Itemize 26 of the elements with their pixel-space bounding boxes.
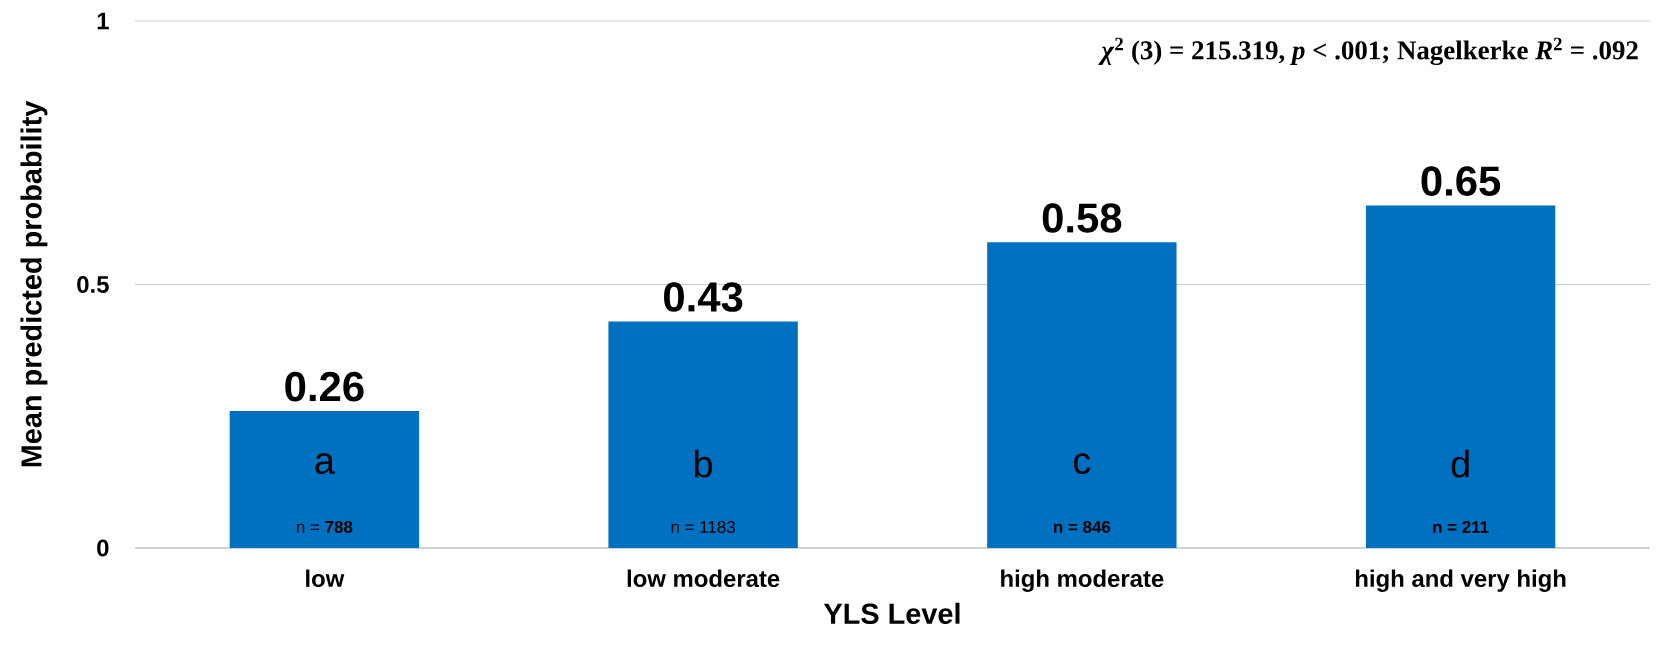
- x-tick-label: high and very high: [1355, 569, 1566, 592]
- bar: [987, 242, 1177, 548]
- bar: [1365, 205, 1556, 548]
- y-tick-label: 0: [97, 539, 109, 557]
- y-tick-label: 0.5: [77, 276, 109, 293]
- x-tick-label: high moderate: [1001, 569, 1164, 592]
- y-tick-label: 1: [97, 12, 109, 30]
- annotation: n = 211: [1433, 521, 1489, 533]
- annotation: n = 788: [297, 520, 353, 533]
- bar: [608, 321, 798, 548]
- annotation: n = 846: [1054, 520, 1111, 533]
- data-label: 0.65: [1421, 166, 1501, 196]
- annotation: c: [1074, 453, 1091, 475]
- data-label: 0.58: [1042, 203, 1122, 233]
- x-axis-title: YLS Level: [823, 602, 960, 624]
- annotation: b: [695, 449, 713, 478]
- data-label: 0.43: [664, 282, 743, 312]
- annotation: d: [1451, 449, 1469, 478]
- x-tick-label: low: [306, 569, 345, 588]
- annotation: a: [315, 453, 335, 475]
- data-label: 0.26: [285, 371, 364, 402]
- annotation: χ$^{2}$ (3) = 215.319, p < .001; Nagelkerke R$^{2}$ = .092: [1098, 37, 1638, 66]
- bar: [229, 410, 420, 548]
- x-tick-label: low moderate: [627, 569, 780, 588]
- annotation: n = 1183: [671, 520, 735, 533]
- y-axis-title: Mean predicted probability: [20, 100, 48, 467]
